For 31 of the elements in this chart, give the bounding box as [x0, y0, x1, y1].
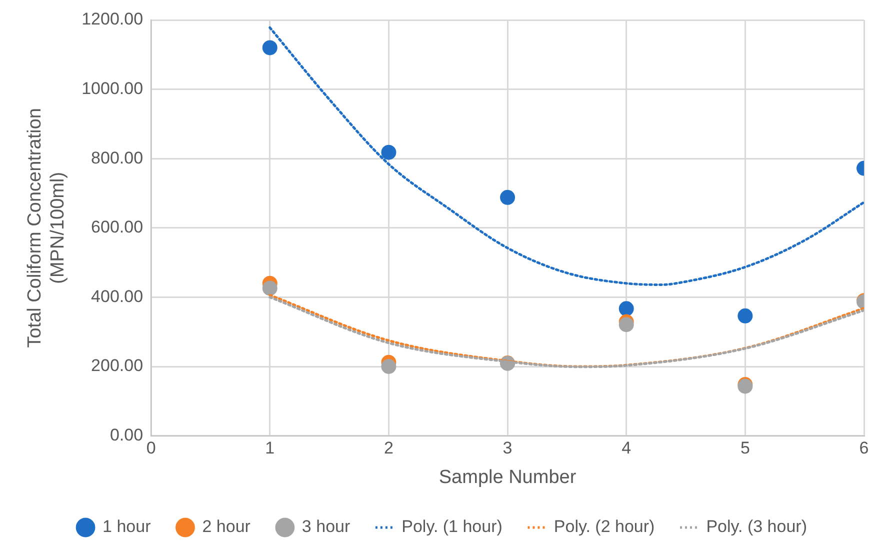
y-tick-label: 0.00 [110, 425, 144, 444]
x-tick-label: 4 [622, 438, 632, 458]
x-tick-label: 3 [502, 438, 512, 458]
y-tick-label: 200.00 [91, 356, 144, 376]
y-tick-label: 1000.00 [82, 78, 144, 98]
legend-label: 3 hour [302, 517, 350, 536]
x-tick-label: 0 [146, 438, 156, 458]
line-series [268, 26, 864, 286]
point [381, 144, 396, 160]
x-axis-title: Sample Number [438, 466, 577, 488]
legend-label: Poly. (3 hour) [706, 517, 807, 536]
y-tick-label: 800.00 [91, 148, 144, 168]
y-tick-label: 400.00 [91, 286, 144, 306]
point [738, 308, 753, 324]
y-tick-label: 600.00 [91, 218, 144, 237]
point [262, 40, 278, 56]
point [618, 301, 634, 316]
point [500, 190, 516, 205]
legend-label: 1 hour [102, 517, 152, 536]
point [262, 280, 278, 296]
legend-label: 2 hour [202, 517, 251, 536]
legend-label: Poly. (1 hour) [402, 517, 502, 536]
x-tick-label: 5 [740, 438, 750, 458]
y-tick-label: 1200.00 [82, 10, 144, 29]
legend-label: Poly. (2 hour) [554, 517, 655, 536]
x-tick-label: 1 [265, 438, 275, 458]
point [618, 317, 634, 332]
x-tick-label: 6 [859, 438, 869, 458]
y-axis-title: Total Coliform Concentration (MPN/100ml) [24, 108, 68, 348]
x-tick-label: 2 [384, 438, 394, 458]
point [381, 359, 396, 374]
